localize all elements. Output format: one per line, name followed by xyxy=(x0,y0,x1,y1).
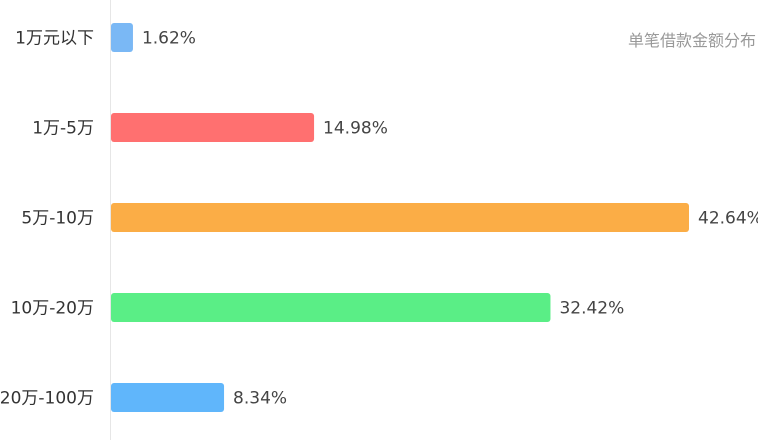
value-label-3: 42.64% xyxy=(698,209,758,229)
category-label-4: 10万-20万 xyxy=(11,299,94,319)
value-label-5: 8.34% xyxy=(233,389,287,409)
category-label-2: 1万-5万 xyxy=(32,119,94,139)
chart-title: 单笔借款金额分布 xyxy=(628,31,756,50)
value-label-4: 32.42% xyxy=(559,299,624,319)
bar-4 xyxy=(111,293,551,322)
bars-group: 1万元以下 1.62% 1万-5万 14.98% 5万-10万 42.64% 10万-20万… xyxy=(0,23,758,412)
value-label-2: 14.98% xyxy=(323,119,388,139)
bar-1 xyxy=(111,23,133,52)
category-label-5: 20万-100万 xyxy=(0,389,94,409)
category-label-3: 5万-10万 xyxy=(21,209,94,229)
bar-5 xyxy=(111,383,225,412)
category-label-1: 1万元以下 xyxy=(15,29,94,49)
value-label-1: 1.62% xyxy=(142,29,196,49)
bar-3 xyxy=(111,203,689,232)
bar-2 xyxy=(111,113,315,142)
